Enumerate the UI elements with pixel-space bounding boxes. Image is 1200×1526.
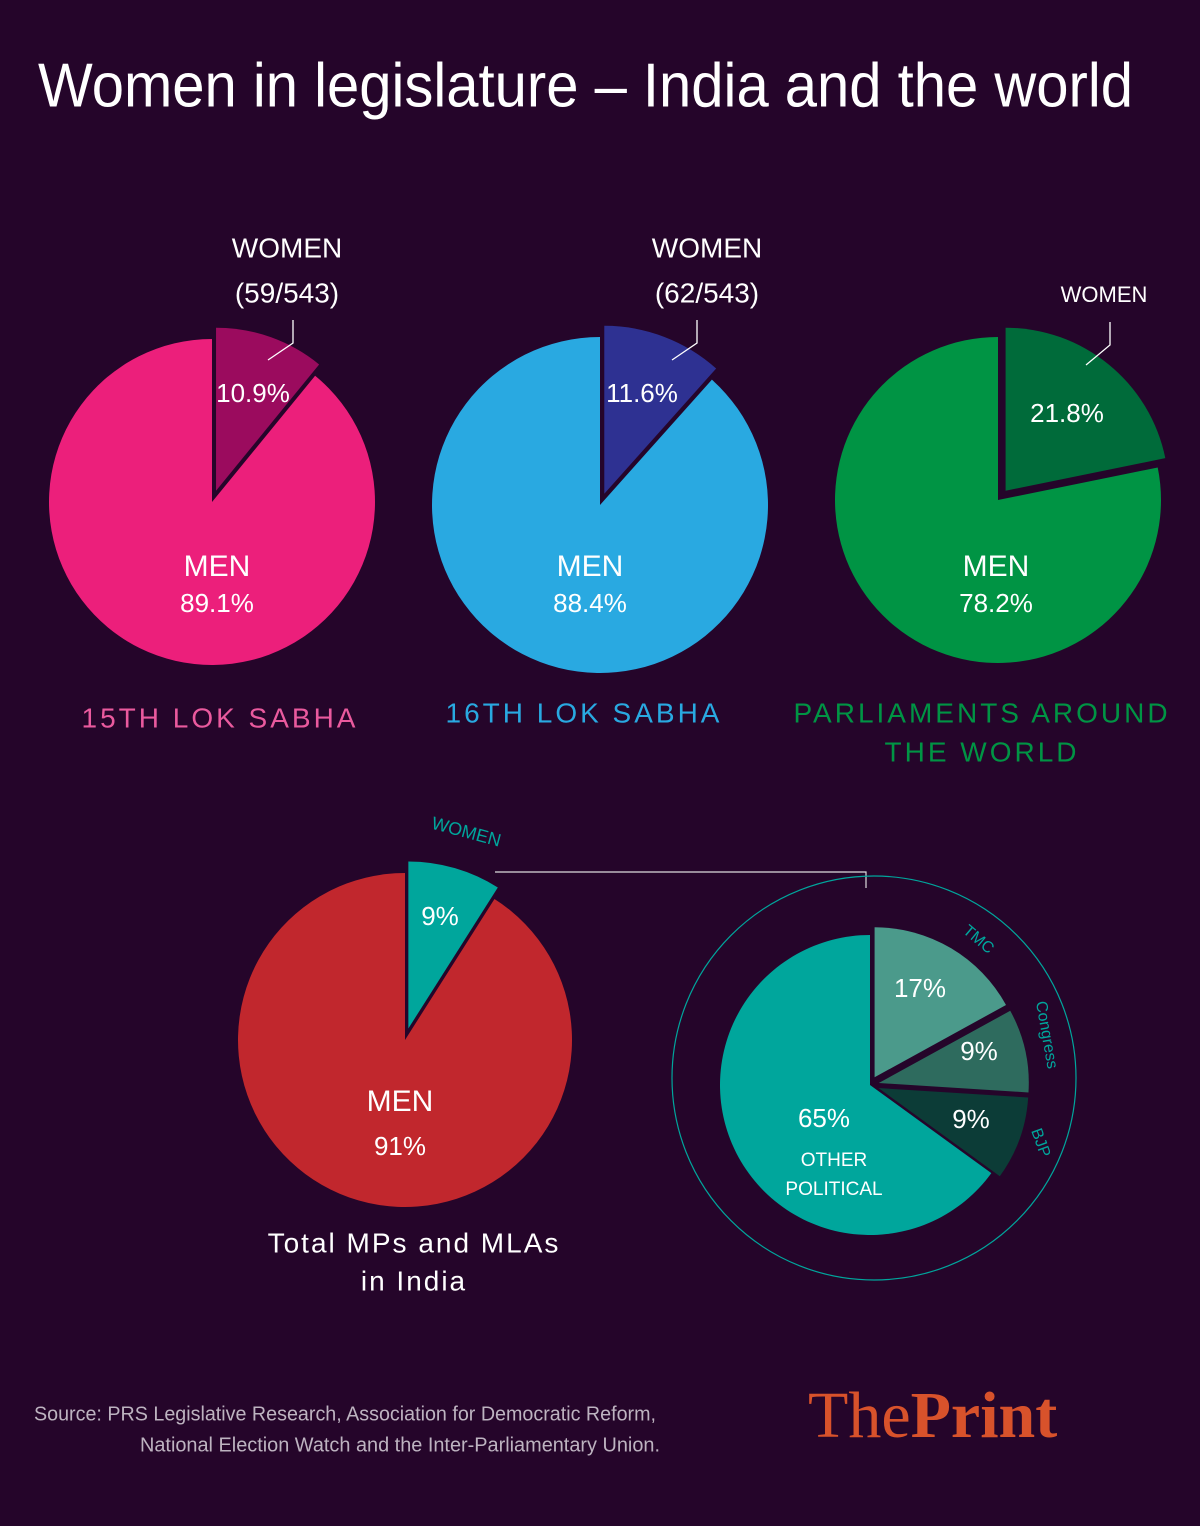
pie-slice (48, 339, 376, 665)
source: National Election Watch and the Inter-Pa… (140, 1434, 660, 1456)
category-label: OTHER POLITICAL PARTIES (785, 1150, 883, 1200)
brand: ThePrint (808, 1379, 1057, 1452)
note: (59/543) (235, 277, 339, 308)
leader-line (1085, 322, 1111, 366)
breakdown-ring (671, 875, 1077, 1281)
pie-slice (604, 325, 717, 494)
pie-slice (874, 927, 1007, 1078)
brand-part: The (808, 1379, 911, 1452)
chart-title: THE WORLD (885, 736, 1080, 767)
value-label: 21.8% (1030, 398, 1104, 428)
category-label: WOMEN (652, 232, 762, 263)
value-label: 9% (960, 1036, 998, 1066)
category-label: WOMEN (232, 232, 342, 263)
pie-slice (432, 337, 768, 673)
pie-slice (878, 1088, 1029, 1177)
value-label: 11.6% (606, 378, 678, 408)
pie-slice (835, 337, 1161, 663)
value-label: 10.9% (216, 378, 290, 408)
pie-slice (1005, 327, 1166, 491)
page-title: Women in legislature – India and the wor… (38, 51, 1133, 120)
pie-slice (238, 873, 573, 1208)
category-label: MEN (963, 550, 1030, 583)
pie-slice (216, 327, 320, 491)
chart-title: in India (361, 1265, 467, 1296)
chart-title: PARLIAMENTS AROUND (793, 697, 1170, 728)
connector (495, 871, 867, 888)
category-label: MEN (367, 1085, 434, 1118)
leader-line (267, 320, 294, 361)
pie-slice (878, 1010, 1029, 1093)
source: Source: PRS Legislative Research, Associ… (34, 1403, 656, 1425)
leader-line (671, 320, 698, 361)
value-label: 17% (894, 973, 946, 1003)
value-label: 88.4% (553, 588, 627, 618)
category-label: MEN (184, 550, 251, 583)
brand-part: Print (911, 1379, 1058, 1452)
value-label: 91% (374, 1131, 426, 1161)
pie-slice (408, 861, 498, 1029)
value-label: 9% (421, 901, 459, 931)
chart-title: 15TH LOK SABHA (82, 702, 359, 733)
category-label-box: OTHER POLITICAL PARTIES (785, 1150, 883, 1200)
value-label: 65% (798, 1103, 850, 1133)
value-label: 9% (952, 1104, 990, 1134)
note: (62/543) (655, 277, 759, 308)
chart-title: Total MPs and MLAs (268, 1227, 561, 1258)
pie-slice (720, 935, 992, 1235)
value-label: 89.1% (180, 588, 254, 618)
chart-title: 16TH LOK SABHA (446, 697, 723, 728)
category-label: WOMEN (1061, 282, 1148, 307)
value-label: 78.2% (959, 588, 1033, 618)
category-label: MEN (557, 550, 624, 583)
